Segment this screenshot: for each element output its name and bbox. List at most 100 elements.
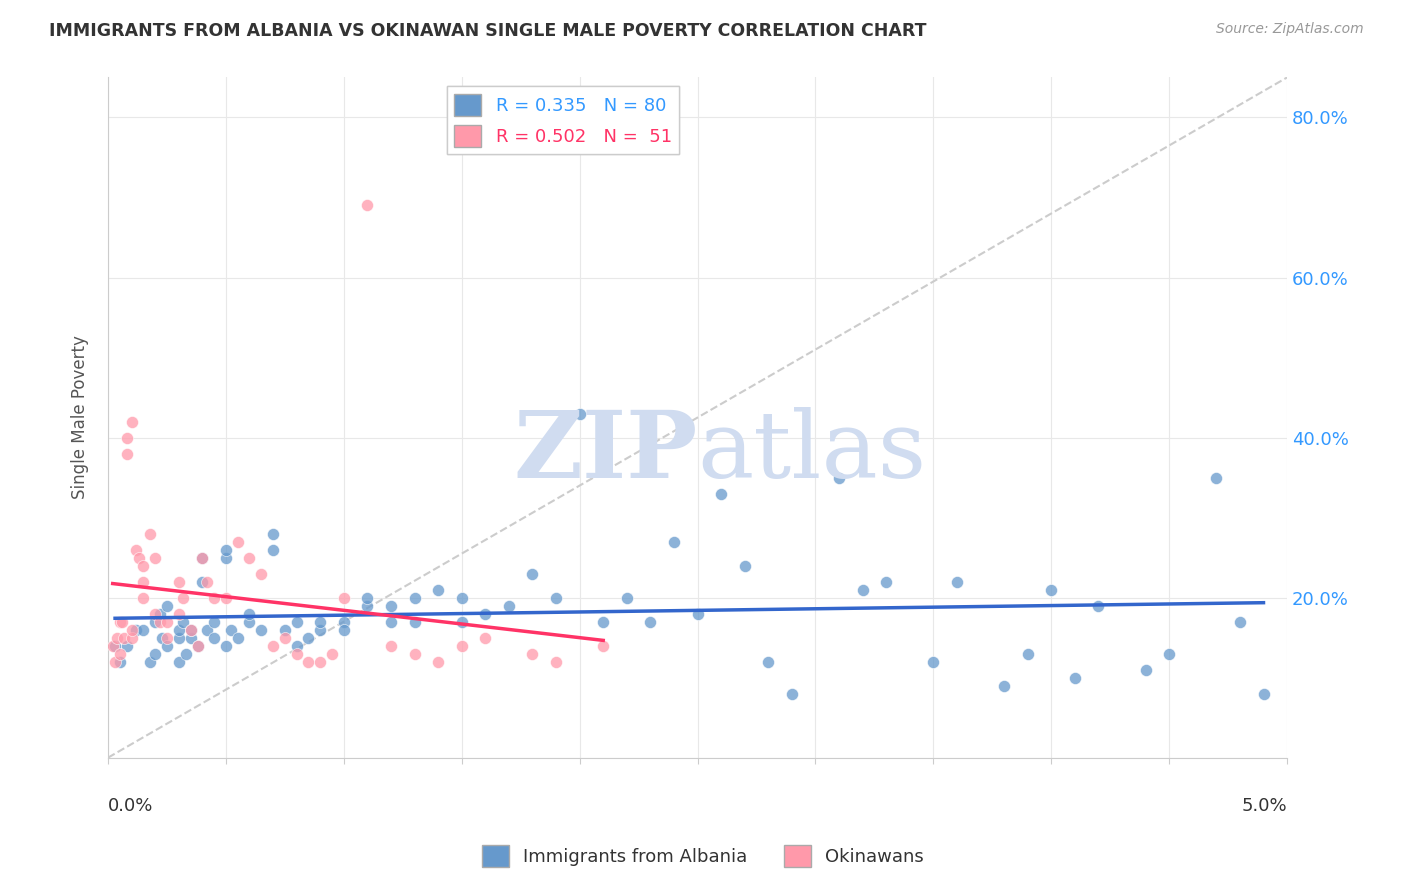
Point [262, 542, 284, 557]
Text: ZIP: ZIP [513, 407, 697, 497]
Point [191, 550, 214, 565]
Point [1135, 663, 1157, 677]
Point [522, 647, 544, 661]
Point [309, 615, 332, 629]
Point [250, 623, 273, 637]
Point [167, 623, 190, 637]
Point [616, 591, 638, 605]
Point [226, 534, 249, 549]
Point [115, 446, 138, 460]
Point [309, 655, 332, 669]
Point [195, 574, 218, 589]
Point [640, 615, 662, 629]
Point [202, 615, 225, 629]
Point [1040, 582, 1063, 597]
Point [662, 534, 685, 549]
Text: IMMIGRANTS FROM ALBANIA VS OKINAWAN SINGLE MALE POVERTY CORRELATION CHART: IMMIGRANTS FROM ALBANIA VS OKINAWAN SING… [49, 22, 927, 40]
Point [780, 687, 803, 701]
Point [143, 550, 166, 565]
Point [309, 623, 332, 637]
Point [1229, 615, 1251, 629]
Point [450, 591, 472, 605]
Point [215, 591, 238, 605]
Point [321, 647, 343, 661]
Point [592, 639, 614, 653]
Point [215, 639, 238, 653]
Point [946, 574, 969, 589]
Point [226, 631, 249, 645]
Point [174, 647, 197, 661]
Point [333, 591, 356, 605]
Point [522, 566, 544, 581]
Point [238, 615, 260, 629]
Point [156, 639, 179, 653]
Point [544, 655, 567, 669]
Point [474, 607, 496, 621]
Point [156, 599, 179, 613]
Point [686, 607, 709, 621]
Point [274, 623, 297, 637]
Point [114, 631, 136, 645]
Point [756, 655, 779, 669]
Point [132, 591, 155, 605]
Point [108, 655, 131, 669]
Point [1253, 687, 1275, 701]
Point [104, 655, 127, 669]
Point [285, 615, 308, 629]
Point [172, 615, 194, 629]
Point [828, 470, 851, 484]
Point [297, 631, 319, 645]
Point [274, 631, 297, 645]
Point [143, 615, 166, 629]
Text: atlas: atlas [697, 407, 927, 497]
Point [238, 550, 260, 565]
Point [285, 639, 308, 653]
Point [191, 550, 214, 565]
Point [156, 631, 179, 645]
Point [180, 623, 202, 637]
Point [215, 542, 238, 557]
Point [180, 631, 202, 645]
Point [139, 526, 162, 541]
Point [297, 655, 319, 669]
Point [380, 615, 402, 629]
Legend: R = 0.335   N = 80, R = 0.502   N =  51: R = 0.335 N = 80, R = 0.502 N = 51 [447, 87, 679, 154]
Text: 5.0%: 5.0% [1241, 797, 1286, 814]
Point [202, 591, 225, 605]
Point [1087, 599, 1109, 613]
Point [250, 566, 273, 581]
Point [333, 615, 356, 629]
Point [356, 599, 378, 613]
Point [132, 558, 155, 573]
Text: 0.0%: 0.0% [108, 797, 153, 814]
Point [115, 639, 138, 653]
Point [143, 607, 166, 621]
Point [356, 198, 378, 212]
Y-axis label: Single Male Poverty: Single Male Poverty [72, 335, 89, 500]
Point [156, 615, 179, 629]
Point [121, 623, 143, 637]
Point [139, 655, 162, 669]
Point [167, 574, 190, 589]
Point [167, 607, 190, 621]
Legend: Immigrants from Albania, Okinawans: Immigrants from Albania, Okinawans [475, 838, 931, 874]
Point [180, 623, 202, 637]
Point [132, 574, 155, 589]
Point [450, 639, 472, 653]
Point [115, 431, 138, 445]
Point [427, 582, 450, 597]
Point [215, 550, 238, 565]
Point [219, 623, 242, 637]
Point [167, 631, 190, 645]
Point [108, 615, 131, 629]
Point [187, 639, 209, 653]
Point [187, 639, 209, 653]
Point [285, 647, 308, 661]
Point [172, 591, 194, 605]
Point [404, 647, 426, 661]
Point [592, 615, 614, 629]
Point [195, 623, 218, 637]
Point [427, 655, 450, 669]
Point [111, 615, 134, 629]
Point [202, 631, 225, 645]
